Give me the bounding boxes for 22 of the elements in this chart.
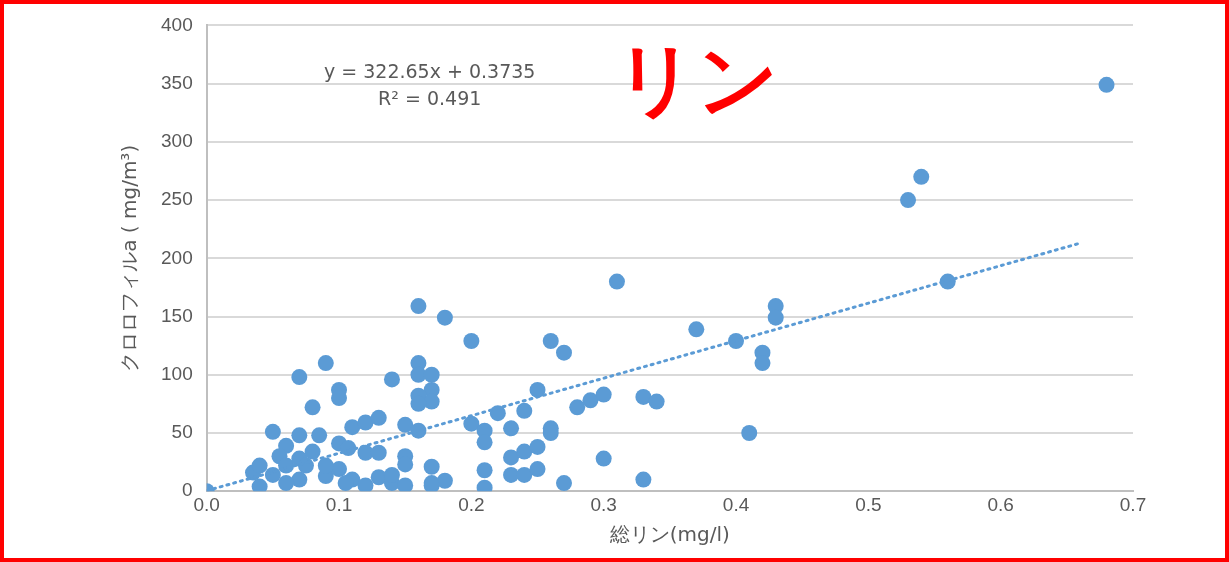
y-tick-label: 100 <box>161 362 193 384</box>
annotation: y = 322.65x + 0.3735 <box>323 60 536 83</box>
x-tick-label: 0.5 <box>855 493 882 515</box>
x-tick-label: 0.1 <box>325 493 353 515</box>
y-tick-label: 350 <box>161 71 193 93</box>
x-axis-title: 総リン(mg/l) <box>608 522 730 547</box>
x-tick-label: 0.3 <box>590 493 617 515</box>
y-tick-label: 150 <box>161 304 193 326</box>
x-tick-label: 0.7 <box>1119 493 1147 515</box>
y-axis-title: クロロフィルa ( mg/m³) <box>117 144 142 372</box>
chart-title: リン <box>615 33 779 126</box>
y-tick-label: 300 <box>161 130 193 152</box>
y-tick-label: 400 <box>161 13 193 35</box>
x-tick-label: 0.0 <box>193 493 220 515</box>
x-tick-label: 0.6 <box>987 493 1014 515</box>
y-tick-label: 200 <box>161 246 193 268</box>
y-tick-label: 0 <box>182 479 193 501</box>
y-tick-label: 50 <box>171 421 193 443</box>
annotation: R² = 0.491 <box>378 87 482 110</box>
x-tick-label: 0.2 <box>458 493 485 515</box>
x-tick-label: 0.4 <box>722 493 750 515</box>
y-tick-label: 250 <box>161 188 193 210</box>
